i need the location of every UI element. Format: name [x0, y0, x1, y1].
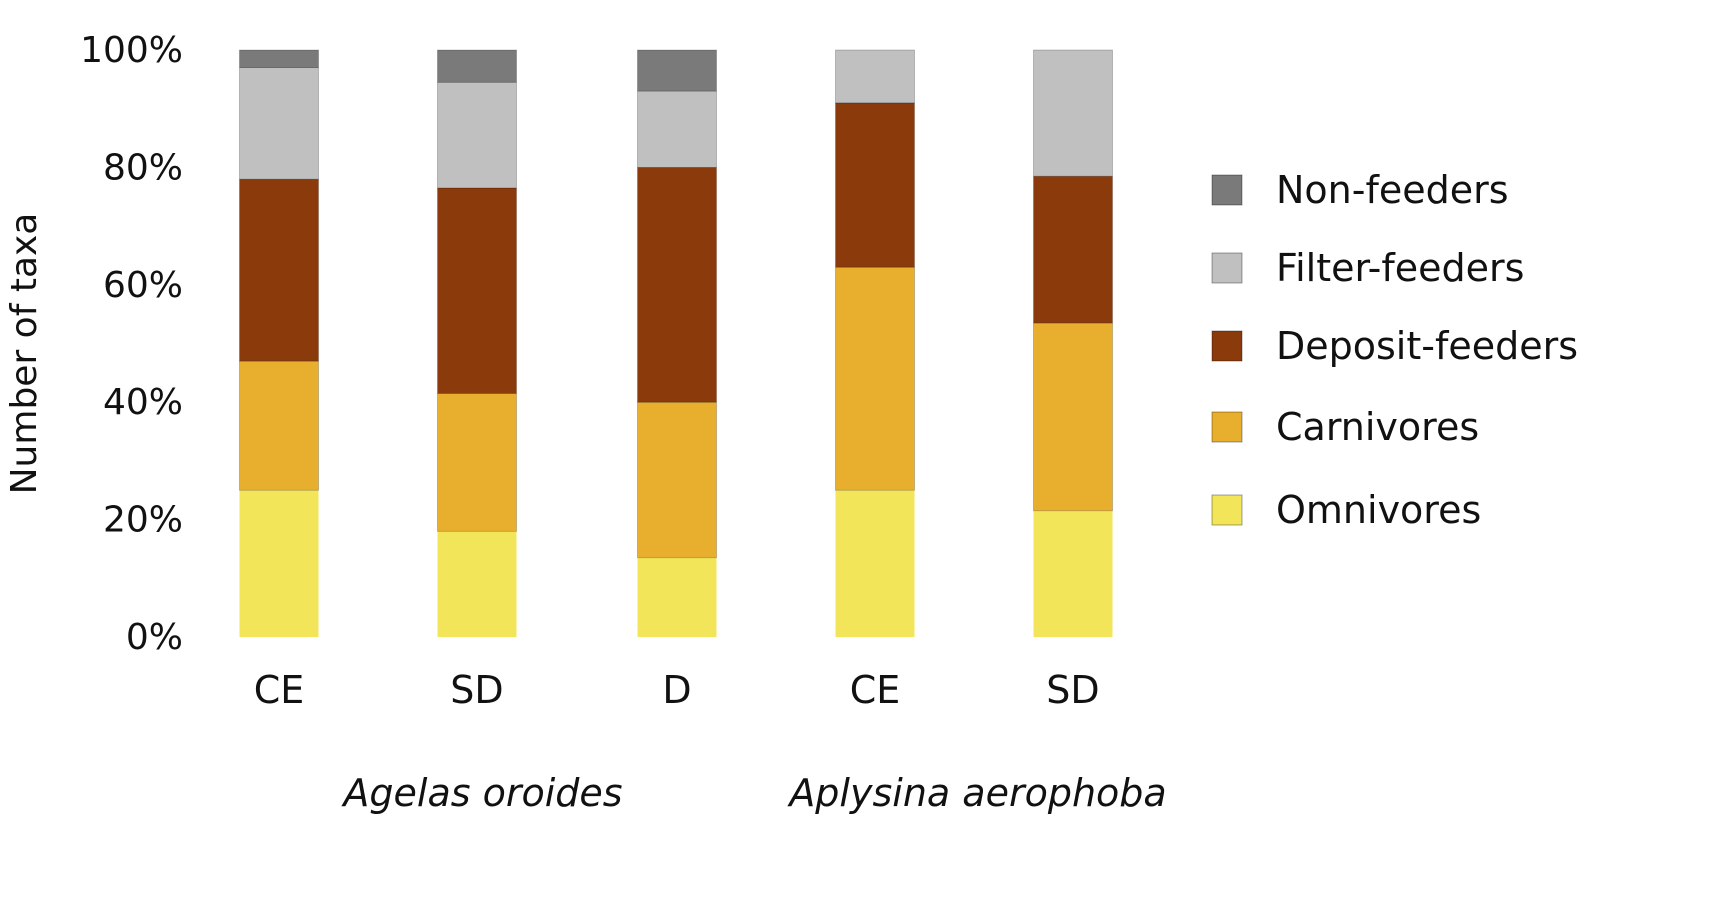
bar-segment-omnivores: [437, 531, 517, 637]
bar-segment-deposit-feeders: [835, 102, 915, 268]
x-category-label: CE: [254, 668, 305, 712]
y-tick-label: 40%: [103, 382, 183, 423]
legend-label: Deposit-feeders: [1276, 324, 1578, 368]
bar-segment-filter-feeders: [835, 49, 915, 104]
legend-swatch: [1211, 494, 1243, 526]
bar-segment-deposit-feeders: [637, 166, 717, 403]
bar-segment-filter-feeders: [437, 81, 517, 189]
group-label: Aplysina aerophoba: [786, 771, 1166, 815]
legend-swatch: [1211, 252, 1243, 284]
x-category-label: SD: [450, 668, 503, 712]
legend-swatch: [1211, 174, 1243, 206]
legend-label: Non-feeders: [1276, 168, 1509, 212]
bar-segment-carnivores: [835, 266, 915, 491]
bar-segment-omnivores: [637, 557, 717, 637]
bar-segment-non-feeders: [637, 49, 717, 92]
bar-segment-deposit-feeders: [1033, 175, 1113, 324]
legend-label: Carnivores: [1276, 405, 1479, 449]
x-category-label: CE: [850, 668, 901, 712]
legend-label: Omnivores: [1276, 488, 1481, 532]
bar-segment-carnivores: [437, 392, 517, 532]
bar-segment-omnivores: [1033, 510, 1113, 637]
legend-label: Filter-feeders: [1276, 246, 1524, 290]
bar-segment-omnivores: [835, 490, 915, 637]
legend-swatch: [1211, 411, 1243, 443]
bar-segment-carnivores: [239, 360, 319, 491]
y-tick-label: 80%: [103, 147, 183, 188]
group-label: Agelas oroides: [340, 771, 622, 815]
bar-segment-non-feeders: [239, 49, 319, 69]
y-tick-label: 20%: [103, 500, 183, 541]
y-axis-title: Number of taxa: [4, 213, 45, 495]
bar-segment-carnivores: [1033, 322, 1113, 512]
bar-segment-non-feeders: [437, 49, 517, 83]
bar-segment-deposit-feeders: [437, 187, 517, 394]
x-category-label: SD: [1046, 668, 1099, 712]
bar-segment-omnivores: [239, 490, 319, 637]
y-tick-label: 0%: [126, 617, 183, 658]
bar-segment-filter-feeders: [239, 67, 319, 180]
y-tick-label: 100%: [80, 30, 183, 71]
y-tick-label: 60%: [103, 265, 183, 306]
bar-segment-filter-feeders: [1033, 49, 1113, 177]
legend-swatch: [1211, 330, 1243, 362]
bar-segment-carnivores: [637, 401, 717, 559]
bar-segment-filter-feeders: [637, 90, 717, 168]
x-category-label: D: [662, 668, 691, 712]
bar-segment-deposit-feeders: [239, 178, 319, 362]
